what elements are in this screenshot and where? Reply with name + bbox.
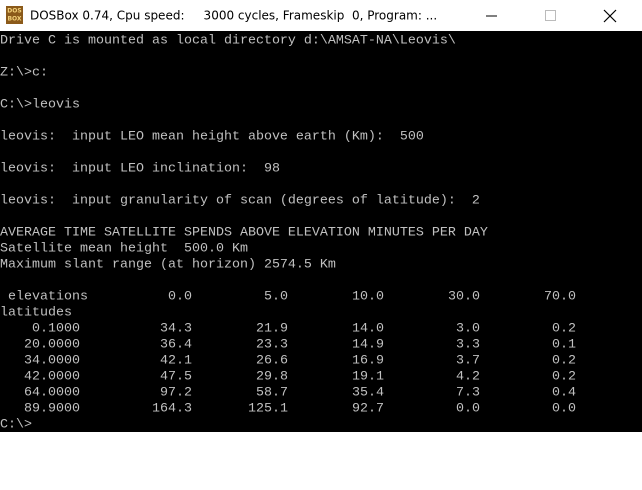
table-cell: 47.5 (160, 370, 192, 385)
table-cell: 14.9 (352, 338, 384, 353)
console-line: Drive C is mounted as local directory d:… (0, 34, 456, 49)
table-cell: 7.3 (456, 386, 480, 401)
table-cell: 21.9 (256, 322, 288, 337)
icon-text: BOX (7, 16, 21, 23)
window-title: DOSBox 0.74, Cpu speed: 3000 cycles, Fra… (30, 9, 437, 23)
table-cell: 19.1 (352, 370, 384, 385)
table-cell: 97.2 (160, 386, 192, 401)
table-cell: 0.0 (456, 402, 480, 417)
console-line: leovis: input granularity of scan (degre… (0, 194, 480, 209)
table-cell: 0.1 (552, 338, 576, 353)
latitude: 64.0000 (24, 386, 80, 401)
latitude: 89.9000 (24, 402, 80, 417)
table-cell: 3.7 (456, 354, 480, 369)
table-cell: 3.3 (456, 338, 480, 353)
prompt: C:\> (0, 418, 32, 433)
table-cell: 0.2 (552, 322, 576, 337)
table-cell: 26.6 (256, 354, 288, 369)
table-cell: 14.0 (352, 322, 384, 337)
column-header: 30.0 (448, 290, 480, 305)
table-cell: 92.7 (352, 402, 384, 417)
console-line: AVERAGE TIME SATELLITE SPENDS ABOVE ELEV… (0, 226, 488, 241)
table-cell: 0.4 (552, 386, 576, 401)
table-cell: 16.9 (352, 354, 384, 369)
latitude: 42.0000 (24, 370, 80, 385)
column-header: 10.0 (352, 290, 384, 305)
table-cell: 0.2 (552, 370, 576, 385)
table-cell: 164.3 (152, 402, 192, 417)
column-header: 70.0 (544, 290, 576, 305)
table-cell: 29.8 (256, 370, 288, 385)
table-cell: 23.3 (256, 338, 288, 353)
table-cell: 42.1 (160, 354, 192, 369)
console-line: Satellite mean height 500.0 Km (0, 242, 248, 257)
table-cell: 125.1 (248, 402, 288, 417)
console-line: leovis: input LEO mean height above eart… (0, 130, 424, 145)
table-cell: 0.0 (552, 402, 576, 417)
maximize-button[interactable] (545, 10, 556, 21)
table-cell: 36.4 (160, 338, 192, 353)
column-header: 5.0 (264, 290, 288, 305)
table-cell: 35.4 (352, 386, 384, 401)
title-bar (0, 0, 642, 31)
close-button[interactable] (603, 9, 617, 23)
table-cell: 0.2 (552, 354, 576, 369)
latitude: 0.1000 (32, 322, 80, 337)
console (0, 31, 642, 432)
latitude: 34.0000 (24, 354, 80, 369)
table-cell: 4.2 (456, 370, 480, 385)
console-line: leovis: input LEO inclination: 98 (0, 162, 280, 177)
app-icon: DOS BOX (6, 6, 23, 24)
console-line: C:\>leovis (0, 98, 80, 113)
table-cell: 58.7 (256, 386, 288, 401)
console-line: Z:\>c: (0, 66, 48, 81)
table-cell: 3.0 (456, 322, 480, 337)
latitude: 20.0000 (24, 338, 80, 353)
column-header: 0.0 (168, 290, 192, 305)
column-label: elevations (8, 290, 88, 305)
icon-text: DOS (7, 8, 21, 15)
row-label: latitudes (0, 306, 72, 321)
console-line: Maximum slant range (at horizon) 2574.5 … (0, 258, 336, 273)
table-cell: 34.3 (160, 322, 192, 337)
